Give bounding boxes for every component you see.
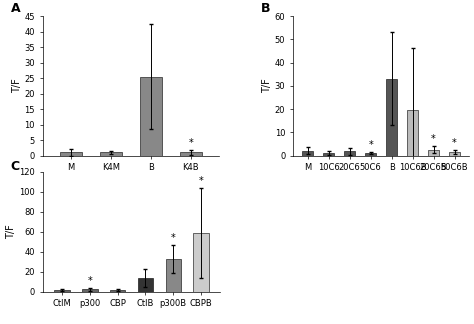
Text: C: C [10,160,20,173]
Text: *: * [431,134,436,144]
Bar [365,153,376,156]
Text: *: * [189,138,193,148]
Text: *: * [88,276,92,286]
Bar [302,151,313,156]
Bar [55,290,70,292]
Bar [344,151,356,156]
Bar [140,76,162,156]
Bar [407,110,419,156]
Y-axis label: T/F: T/F [7,224,17,239]
Bar [386,79,397,156]
Bar [100,152,122,156]
Bar [428,150,439,156]
Bar [60,152,82,156]
Bar [449,152,460,156]
Bar [180,152,202,156]
Text: *: * [171,233,175,243]
Bar [323,153,335,156]
Bar [165,259,181,292]
Y-axis label: T/F: T/F [12,78,22,93]
Y-axis label: T/F: T/F [262,78,272,93]
Bar [82,289,98,292]
Text: B: B [261,2,271,15]
Bar [110,290,125,292]
Text: *: * [368,140,373,150]
Bar [138,278,153,292]
Text: *: * [199,176,203,186]
Text: A: A [11,2,20,15]
Bar [193,233,209,292]
Text: *: * [452,138,457,148]
